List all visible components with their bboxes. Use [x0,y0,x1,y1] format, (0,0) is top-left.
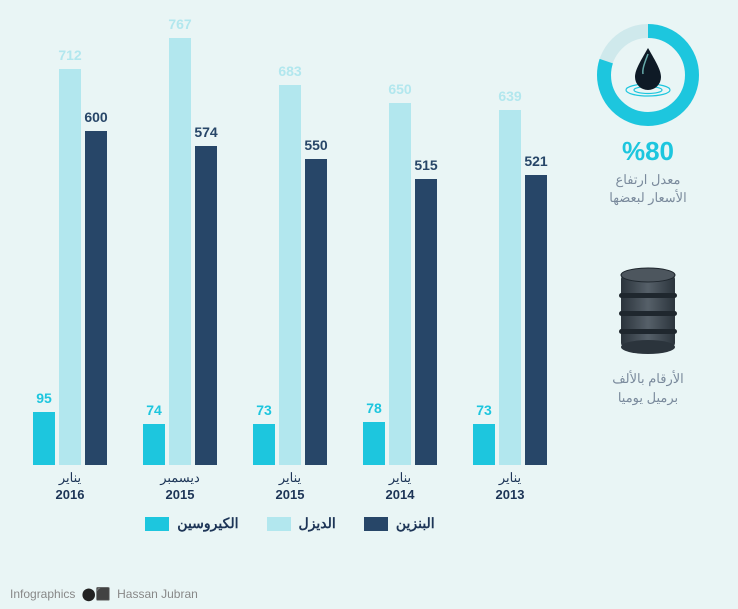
bar-diesel: 650 [389,103,411,465]
bar-gasoline: 521 [525,175,547,465]
bar-value: 521 [524,153,547,169]
bar-group: 78650515 [350,20,450,465]
x-axis-labels: يناير2016 ديسمبر2015 يناير2015 يناير2014 ينا… [20,470,560,510]
chart-area: 9571260074767574736835507865051573639521 [20,20,560,465]
bar-group: 74767574 [130,20,230,465]
bar-value: 550 [304,137,327,153]
x-label: ديسمبر2015 [130,470,230,504]
bar-gasoline: 550 [305,159,327,465]
bar-kerosene: 95 [33,412,55,465]
oil-drop-icon [623,44,673,100]
x-label: يناير2016 [20,470,120,504]
x-label: يناير2013 [460,470,560,504]
barrel-icon [613,267,683,355]
bar-kerosene: 78 [363,422,385,465]
bar-value: 574 [194,124,217,140]
footer-logo: ⬤⬛ [79,587,114,601]
bar-gasoline: 600 [85,131,107,465]
legend-label: الكيروسين [177,515,238,532]
bar-value: 74 [146,402,162,418]
bar-diesel: 639 [499,110,521,465]
legend-item: الكيروسين [145,515,238,532]
side-panel: %80 معدل ارتفاع الأسعار لبعضها الأرقام ب… [578,20,718,407]
bar-gasoline: 574 [195,146,217,465]
legend-item: البنزين [364,515,435,532]
legend-item: الديزل [267,515,336,532]
bar-group: 95712600 [20,20,120,465]
donut-gauge [593,20,703,130]
bar-group: 73639521 [460,20,560,465]
bar-kerosene: 73 [253,424,275,465]
bar-value: 683 [278,63,301,79]
bar-kerosene: 73 [473,424,495,465]
bar-value: 95 [36,390,52,406]
bar-kerosene: 74 [143,424,165,465]
legend-swatch [145,517,169,531]
legend-swatch [267,517,291,531]
bar-value: 73 [476,402,492,418]
bar-value: 712 [58,47,81,63]
barrel-subtitle: الأرقام بالألف برميل يوميا [578,370,718,406]
bar-value: 600 [84,109,107,125]
footer-credit: Infographics ⬤⬛ Hassan Jubran [10,587,198,601]
bar-value: 78 [366,400,382,416]
donut-subtitle: معدل ارتفاع الأسعار لبعضها [578,171,718,207]
barrel-block: الأرقام بالألف برميل يوميا [578,267,718,406]
legend-label: الديزل [299,515,336,532]
bar-diesel: 712 [59,69,81,465]
bar-value: 515 [414,157,437,173]
bar-value: 639 [498,88,521,104]
x-label: يناير2015 [240,470,340,504]
legend-label: البنزين [396,515,435,532]
donut-percent: %80 [578,136,718,167]
bar-gasoline: 515 [415,179,437,465]
legend: البنزين الديزل الكيروسين [20,515,560,532]
bar-group: 73683550 [240,20,340,465]
bar-value: 73 [256,402,272,418]
bar-value: 650 [388,81,411,97]
bar-diesel: 683 [279,85,301,465]
bar-diesel: 767 [169,38,191,465]
bar-value: 767 [168,16,191,32]
legend-swatch [364,517,388,531]
x-label: يناير2014 [350,470,450,504]
